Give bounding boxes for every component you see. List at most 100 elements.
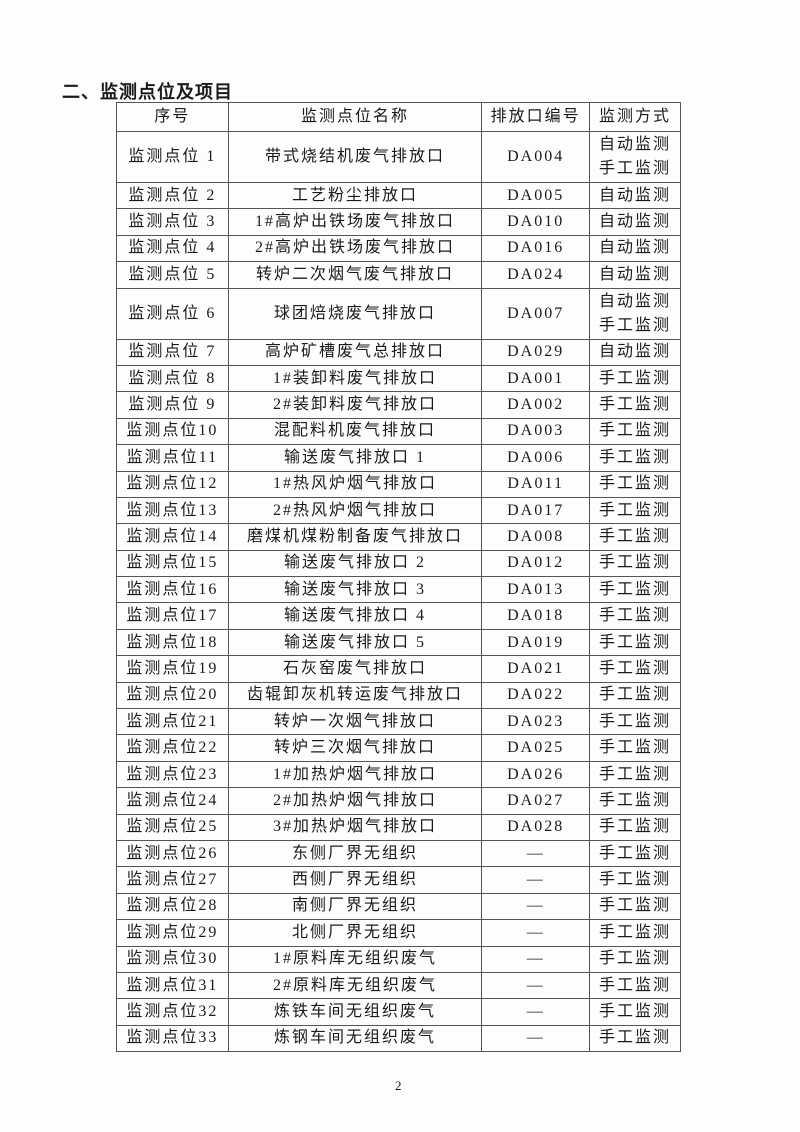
cell-seq: 监测点位31 [116, 971, 229, 1000]
cell-name: 输送废气排放口 2 [227, 549, 483, 578]
cell-seq: 监测点位20 [116, 681, 229, 710]
cell-outlet: DA017 [481, 496, 591, 525]
cell-name: 2#原料库无组织废气 [227, 971, 483, 1000]
cell-method: 手工监测 [589, 708, 681, 736]
table-row: 监测点位 6 球团焙烧废气排放口 DA007 自动监测 手工监测 [116, 287, 681, 340]
table-row: 监测点位27 西侧厂界无组织 — 手工监测 [116, 866, 681, 894]
method-label: 自动监测 [599, 186, 672, 204]
method-label: 自动监测 [599, 213, 672, 231]
cell-method: 自动监测 [589, 234, 681, 263]
cell-name: 西侧厂界无组织 [227, 866, 483, 894]
cell-seq: 监测点位30 [116, 945, 229, 973]
cell-seq: 监测点位 4 [116, 234, 229, 263]
cell-seq: 监测点位10 [116, 417, 229, 446]
cell-seq: 监测点位33 [116, 1024, 229, 1053]
table-row: 监测点位29 北侧厂界无组织 — 手工监测 [116, 919, 681, 947]
cell-name: 炼铁车间无组织废气 [227, 998, 483, 1026]
cell-seq: 监测点位 7 [116, 338, 229, 366]
cell-seq: 监测点位25 [116, 813, 229, 841]
cell-method: 手工监测 [589, 760, 681, 789]
cell-outlet: DA028 [481, 813, 591, 841]
cell-method: 手工监测 [589, 628, 681, 657]
cell-name: 1#原料库无组织废气 [227, 945, 483, 973]
cell-method: 自动监测 手工监测 [589, 131, 681, 183]
table-row: 监测点位18 输送废气排放口 5 DA019 手工监测 [116, 628, 681, 657]
cell-method: 手工监测 [589, 496, 681, 525]
cell-method: 手工监测 [589, 523, 681, 551]
cell-seq: 监测点位 2 [116, 181, 229, 210]
cell-seq: 监测点位28 [116, 892, 229, 921]
table-row: 监测点位33 炼钢车间无组织废气 — 手工监测 [116, 1024, 681, 1053]
cell-name: 1#装卸料废气排放口 [227, 364, 483, 393]
table-row: 监测点位10 混配料机废气排放口 DA003 手工监测 [116, 417, 681, 446]
cell-seq: 监测点位19 [116, 655, 229, 683]
method-label: 手工监测 [599, 871, 672, 889]
cell-outlet: — [481, 919, 591, 947]
table-row: 监测点位 2 工艺粉尘排放口 DA005 自动监测 [116, 181, 681, 210]
cell-method: 手工监测 [589, 549, 681, 578]
cell-method: 手工监测 [589, 734, 681, 762]
cell-method: 手工监测 [589, 602, 681, 630]
cell-outlet: DA005 [481, 181, 591, 210]
monitoring-points-table: 序号 监测点位名称 排放口编号 监测方式 监测点位 1 带式烧结机废气排放口 DA0… [116, 102, 681, 1053]
table-row: 监测点位14 磨煤机煤粉制备废气排放口 DA008 手工监测 [116, 523, 681, 551]
cell-name: 炼钢车间无组织废气 [227, 1024, 483, 1053]
method-label: 手工监测 [599, 316, 672, 334]
table-header-row: 序号 监测点位名称 排放口编号 监测方式 [116, 102, 681, 132]
table-row: 监测点位 8 1#装卸料废气排放口 DA001 手工监测 [116, 364, 681, 393]
cell-outlet: — [481, 945, 591, 973]
table-row: 监测点位19 石灰窑废气排放口 DA021 手工监测 [116, 655, 681, 683]
method-label: 手工监测 [599, 580, 672, 598]
table-row: 监测点位24 2#加热炉烟气排放口 DA027 手工监测 [116, 787, 681, 815]
cell-method: 手工监测 [589, 417, 681, 446]
table-row: 监测点位30 1#原料库无组织废气 — 手工监测 [116, 945, 681, 973]
header-seq: 序号 [116, 102, 229, 132]
cell-method: 手工监测 [589, 391, 681, 419]
cell-outlet: — [481, 892, 591, 921]
cell-name: 输送废气排放口 1 [227, 444, 483, 472]
cell-name: 转炉三次烟气排放口 [227, 734, 483, 762]
cell-outlet: — [481, 998, 591, 1026]
table-row: 监测点位11 输送废气排放口 1 DA006 手工监测 [116, 444, 681, 472]
method-label: 手工监测 [599, 527, 672, 545]
cell-outlet: — [481, 971, 591, 1000]
cell-method: 手工监测 [589, 839, 681, 868]
method-label: 自动监测 [599, 265, 672, 283]
cell-name: 2#高炉出铁场废气排放口 [227, 234, 483, 263]
method-label: 手工监测 [599, 369, 672, 387]
cell-outlet: DA026 [481, 760, 591, 789]
method-label: 自动监测 [599, 292, 672, 310]
method-label: 手工监测 [599, 791, 672, 809]
cell-outlet: DA023 [481, 708, 591, 736]
cell-outlet: DA008 [481, 523, 591, 551]
cell-seq: 监测点位32 [116, 998, 229, 1026]
cell-outlet: DA012 [481, 549, 591, 578]
table-row: 监测点位16 输送废气排放口 3 DA013 手工监测 [116, 576, 681, 604]
cell-method: 手工监测 [589, 945, 681, 973]
cell-name: 混配料机废气排放口 [227, 417, 483, 446]
cell-method: 手工监测 [589, 971, 681, 1000]
method-label: 手工监测 [599, 739, 672, 757]
table-row: 监测点位15 输送废气排放口 2 DA012 手工监测 [116, 549, 681, 578]
cell-method: 自动监测 [589, 338, 681, 366]
cell-outlet: DA002 [481, 391, 591, 419]
cell-outlet: DA024 [481, 261, 591, 289]
cell-seq: 监测点位15 [116, 549, 229, 578]
table-row: 监测点位32 炼铁车间无组织废气 — 手工监测 [116, 998, 681, 1026]
table-row: 监测点位28 南侧厂界无组织 — 手工监测 [116, 892, 681, 921]
page-number: 2 [395, 1078, 402, 1093]
cell-seq: 监测点位23 [116, 760, 229, 789]
method-label: 手工监测 [599, 818, 672, 836]
table-row: 监测点位 3 1#高炉出铁场废气排放口 DA010 自动监测 [116, 208, 681, 236]
table-row: 监测点位12 1#热风炉烟气排放口 DA011 手工监测 [116, 470, 681, 498]
cell-seq: 监测点位 1 [116, 131, 229, 183]
cell-name: 3#加热炉烟气排放口 [227, 813, 483, 841]
method-label: 手工监测 [599, 607, 672, 625]
method-label: 自动监测 [599, 343, 672, 361]
cell-outlet: DA018 [481, 602, 591, 630]
header-outlet: 排放口编号 [481, 102, 591, 132]
cell-seq: 监测点位 3 [116, 208, 229, 236]
cell-name: 磨煤机煤粉制备废气排放口 [227, 523, 483, 551]
cell-method: 手工监测 [589, 998, 681, 1026]
cell-seq: 监测点位 8 [116, 364, 229, 393]
